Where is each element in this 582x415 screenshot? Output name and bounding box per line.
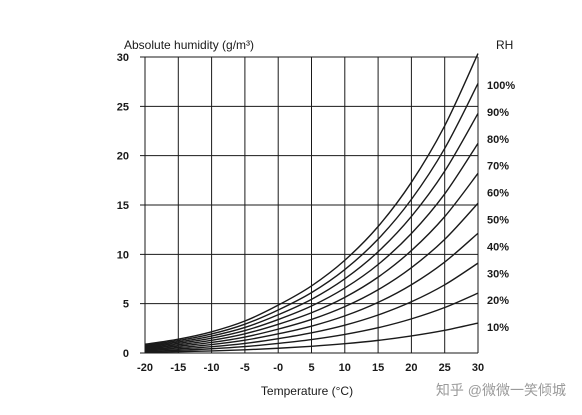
series-label: 100% (487, 80, 515, 92)
series-label: 70% (487, 161, 509, 173)
x-tick-label: 10 (339, 362, 351, 374)
x-tick-label: -5 (240, 362, 250, 374)
y-axis-label: Absolute humidity (g/m³) (124, 38, 254, 52)
x-tick-label: 5 (308, 362, 314, 374)
chart-grid (140, 56, 479, 354)
series-line (144, 53, 479, 345)
y-tick-label: 5 (123, 299, 129, 311)
series-label: 20% (487, 295, 509, 307)
series-line (144, 202, 479, 350)
chart-curves (144, 53, 479, 353)
x-axis-ticks: -20 -15 -10 -5 -0 5 10 15 20 25 30 (137, 362, 484, 374)
watermark-text: 知乎 @微微一笑倾城 (436, 382, 566, 398)
x-tick-label: -20 (137, 362, 153, 374)
series-label: 50% (487, 215, 509, 227)
series-label: 80% (487, 134, 509, 146)
x-tick-label: 20 (405, 362, 417, 374)
series-label: 90% (487, 107, 509, 119)
y-axis-ticks: 0 5 10 15 20 25 30 (117, 52, 129, 360)
series-line (144, 292, 479, 352)
series-label: 60% (487, 188, 509, 200)
series-line (144, 172, 479, 349)
x-tick-label: 30 (472, 362, 484, 374)
x-tick-label: -0 (273, 362, 283, 374)
series-label: 30% (487, 268, 509, 280)
y-tick-label: 15 (117, 200, 129, 212)
x-tick-label: -15 (170, 362, 186, 374)
legend-title: RH (496, 38, 513, 52)
series-line (144, 322, 479, 353)
y-tick-label: 20 (117, 151, 129, 163)
series-line (144, 232, 479, 351)
series-label: 40% (487, 241, 509, 253)
x-tick-label: 25 (439, 362, 451, 374)
series-line (144, 262, 479, 352)
y-tick-label: 10 (117, 249, 129, 261)
x-axis-label: Temperature (°C) (261, 384, 353, 398)
y-tick-label: 25 (117, 101, 129, 113)
series-label: 10% (487, 322, 509, 334)
series-line (144, 142, 479, 348)
x-tick-label: -10 (204, 362, 220, 374)
series-line (144, 113, 479, 347)
curve-labels: 100% 90% 80% 70% 60% 50% 40% 30% 20% 10% (487, 80, 515, 334)
y-tick-label: 0 (123, 348, 129, 360)
series-line (144, 83, 479, 346)
x-tick-label: 15 (372, 362, 384, 374)
y-tick-label: 30 (117, 52, 129, 64)
